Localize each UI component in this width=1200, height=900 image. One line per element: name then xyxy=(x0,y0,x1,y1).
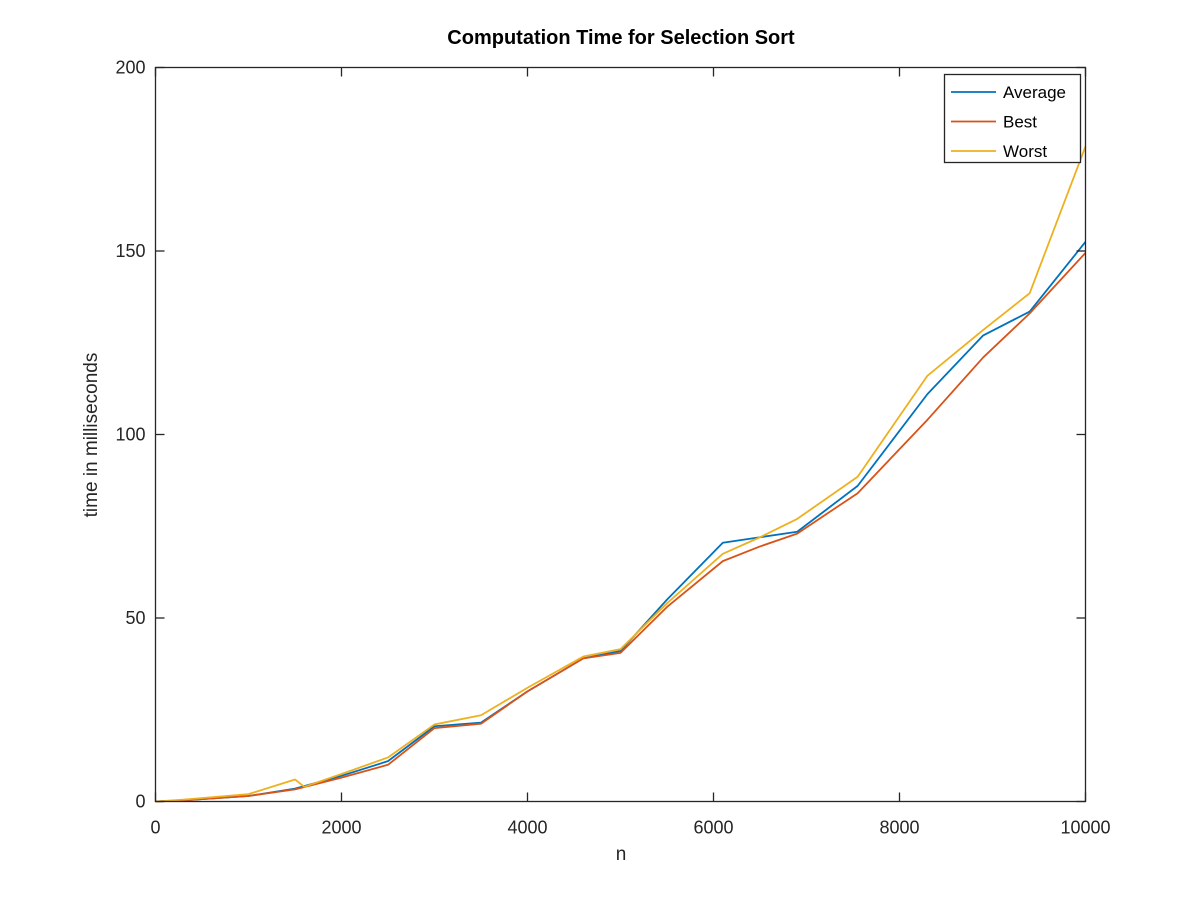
x-tick-label: 10000 xyxy=(1060,818,1110,838)
plot-lines xyxy=(155,146,1087,803)
x-tick-label: 6000 xyxy=(693,818,733,838)
chart-title: Computation Time for Selection Sort xyxy=(447,27,795,49)
y-tick-label: 0 xyxy=(135,792,145,812)
series-line-worst xyxy=(155,146,1087,803)
y-tick-label: 100 xyxy=(115,425,145,445)
y-tick-label: 50 xyxy=(125,608,145,628)
y-axis-label: time in milliseconds xyxy=(81,353,102,518)
x-axis-label: n xyxy=(616,844,627,865)
legend-box xyxy=(943,73,1082,164)
x-tick-label: 0 xyxy=(150,818,160,838)
legend-label-worst: Worst xyxy=(1003,142,1047,161)
y-tick-label: 150 xyxy=(115,241,145,261)
legend-label-best: Best xyxy=(1003,113,1037,132)
axis-ticks: 0 2000 4000 6000 8000 10000 0 50 100 150 200 xyxy=(115,58,1110,838)
y-tick-label: 200 xyxy=(115,58,145,78)
legend-label-average: Average xyxy=(1003,83,1066,102)
x-tick-label: 2000 xyxy=(321,818,361,838)
x-tick-label: 8000 xyxy=(879,818,919,838)
x-tick-label: 4000 xyxy=(507,818,547,838)
legend: Average Best Worst xyxy=(943,73,1082,164)
series-line-best xyxy=(155,252,1087,803)
